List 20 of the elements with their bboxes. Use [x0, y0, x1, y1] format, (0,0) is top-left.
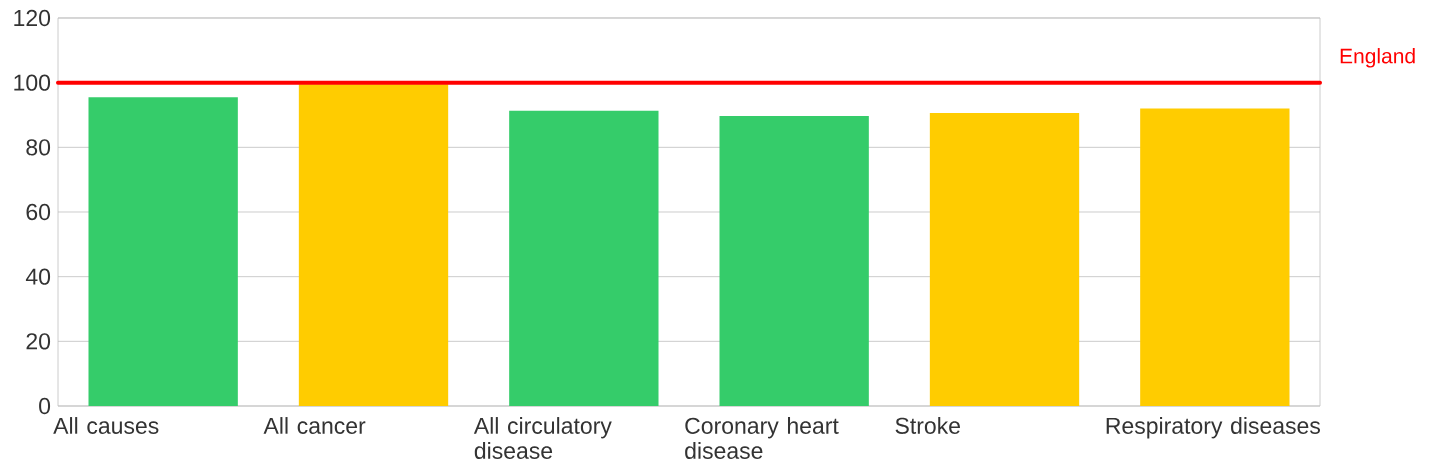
- ref-line-label: England: [1340, 48, 1415, 68]
- x-tick-label: Respiratory diseases: [1106, 417, 1320, 439]
- y-tick-label: 40: [25, 268, 51, 285]
- y-tick-label: 60: [26, 203, 51, 221]
- bar: [719, 115, 869, 406]
- x-tick-label: All circulatory disease: [473, 417, 612, 459]
- bar: [88, 97, 238, 406]
- bar: [929, 113, 1080, 406]
- y-tick-label: 80: [26, 139, 51, 156]
- y-tick-label: 20: [26, 333, 51, 350]
- y-tick-label: 0: [39, 397, 51, 415]
- x-tick-label: All cancer: [263, 417, 366, 434]
- y-tick-label: 100: [14, 74, 51, 91]
- bar: [1140, 108, 1290, 406]
- x-tick-label: Stroke: [895, 417, 960, 434]
- bar: [509, 110, 659, 406]
- x-tick-label: All causes: [53, 417, 159, 434]
- x-tick-label: Coronary heart disease: [685, 417, 839, 459]
- bar: [298, 84, 449, 406]
- y-tick-label: 120: [14, 9, 51, 27]
